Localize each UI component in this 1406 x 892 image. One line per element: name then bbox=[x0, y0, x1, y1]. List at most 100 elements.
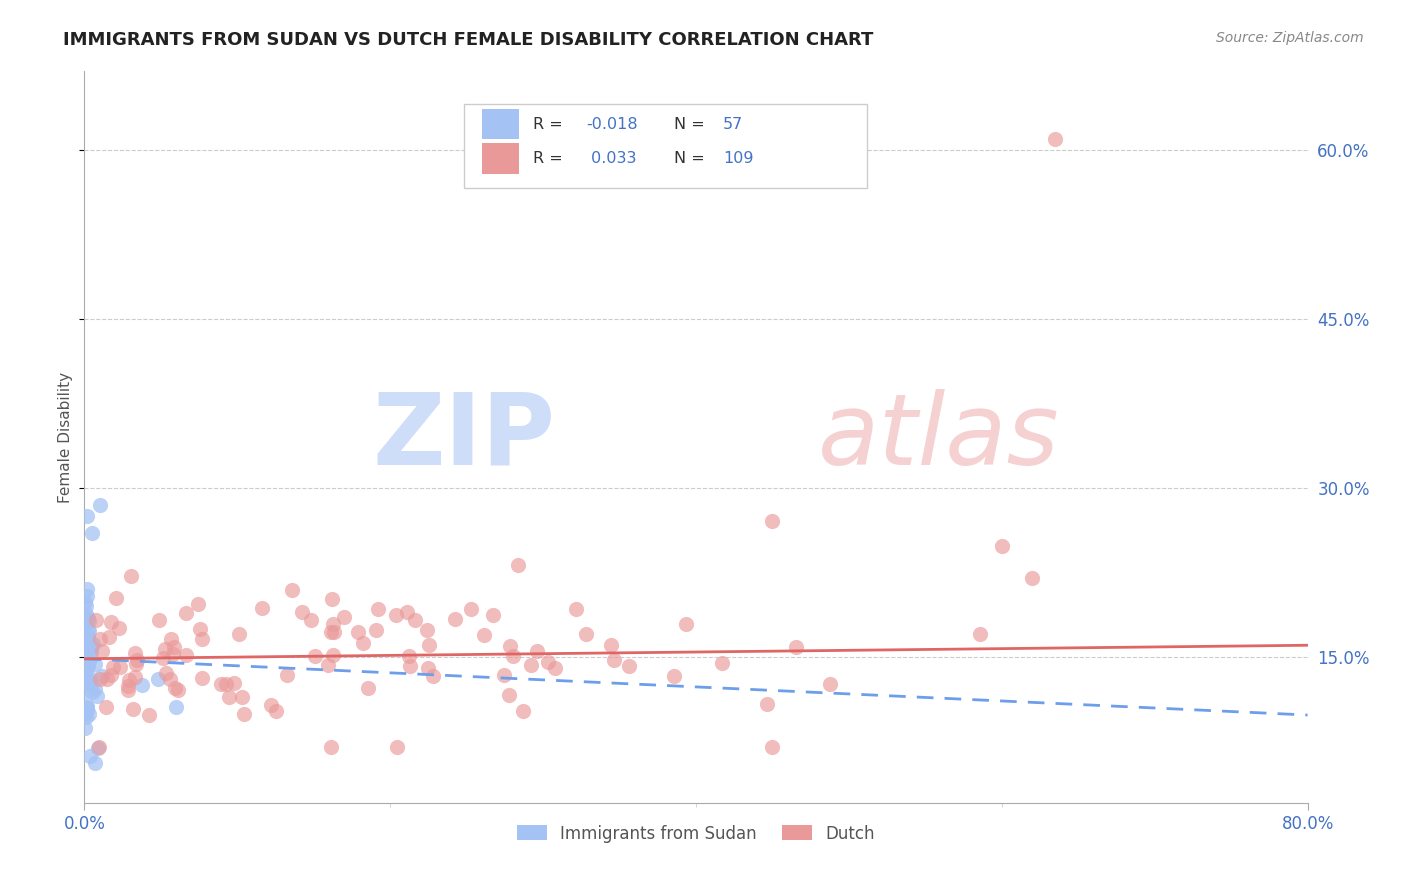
Point bbox=[260, 698, 283, 713]
Point bbox=[250, 601, 273, 615]
Point bbox=[89, 498, 111, 512]
Point bbox=[675, 617, 697, 632]
Point bbox=[619, 658, 641, 673]
Point bbox=[75, 675, 97, 690]
Point bbox=[444, 611, 467, 625]
Point bbox=[174, 648, 197, 662]
Point bbox=[603, 653, 626, 667]
Point bbox=[107, 622, 129, 636]
Point bbox=[321, 617, 343, 632]
Point bbox=[79, 749, 101, 764]
Point bbox=[96, 672, 118, 686]
Text: 0.033: 0.033 bbox=[586, 151, 637, 166]
Point bbox=[159, 673, 181, 687]
Text: 57: 57 bbox=[723, 117, 744, 131]
Point bbox=[319, 624, 342, 639]
Point bbox=[299, 613, 322, 627]
Point bbox=[384, 608, 406, 623]
Point bbox=[75, 684, 97, 698]
Point bbox=[188, 623, 211, 637]
Point bbox=[76, 582, 98, 596]
Point bbox=[991, 539, 1014, 553]
Point bbox=[80, 677, 103, 691]
Point bbox=[120, 569, 142, 583]
Point bbox=[103, 659, 125, 673]
Point bbox=[73, 675, 96, 690]
Point bbox=[543, 661, 565, 675]
Point bbox=[155, 666, 177, 681]
Point bbox=[73, 636, 96, 650]
Point bbox=[519, 657, 541, 672]
Point bbox=[710, 656, 733, 670]
Point bbox=[1045, 132, 1067, 146]
Point bbox=[163, 640, 186, 654]
Point bbox=[969, 627, 991, 641]
Point bbox=[76, 703, 98, 717]
Point bbox=[191, 632, 214, 646]
Point bbox=[333, 610, 356, 624]
Point bbox=[105, 591, 128, 606]
Point bbox=[276, 667, 298, 681]
Point bbox=[761, 739, 783, 754]
Point bbox=[405, 613, 427, 627]
Point bbox=[785, 640, 807, 654]
Point bbox=[174, 606, 197, 620]
Point bbox=[124, 670, 146, 684]
Point bbox=[75, 699, 97, 714]
Point bbox=[357, 681, 380, 695]
Point bbox=[82, 637, 104, 651]
Point bbox=[77, 707, 100, 722]
Point bbox=[90, 644, 112, 658]
Point bbox=[209, 676, 232, 690]
Text: -0.018: -0.018 bbox=[586, 117, 637, 131]
Point bbox=[191, 671, 214, 685]
Point bbox=[76, 632, 98, 646]
Point bbox=[472, 628, 495, 642]
Point bbox=[76, 632, 98, 647]
Text: Source: ZipAtlas.com: Source: ZipAtlas.com bbox=[1216, 31, 1364, 45]
Point bbox=[76, 641, 98, 656]
Point bbox=[460, 601, 482, 615]
Y-axis label: Female Disability: Female Disability bbox=[58, 371, 73, 503]
Point bbox=[422, 669, 444, 683]
Point bbox=[131, 678, 153, 692]
Point bbox=[76, 508, 98, 523]
Point bbox=[761, 515, 783, 529]
Point bbox=[75, 647, 97, 661]
Point bbox=[86, 613, 108, 627]
Point bbox=[385, 739, 408, 754]
Point bbox=[79, 614, 101, 628]
Point bbox=[564, 601, 586, 615]
Point bbox=[77, 649, 100, 664]
Point bbox=[87, 740, 110, 755]
Point bbox=[138, 707, 160, 722]
Point bbox=[218, 690, 240, 705]
FancyBboxPatch shape bbox=[464, 104, 868, 188]
Point bbox=[73, 665, 96, 680]
Point bbox=[264, 704, 287, 718]
Point bbox=[79, 640, 101, 655]
Point bbox=[125, 653, 148, 667]
Point bbox=[75, 607, 97, 621]
Point bbox=[498, 688, 520, 702]
Point bbox=[108, 660, 131, 674]
Point bbox=[574, 626, 596, 640]
Bar bbox=[482, 109, 519, 139]
Point bbox=[321, 592, 343, 607]
Point bbox=[75, 628, 97, 642]
Text: N =: N = bbox=[673, 117, 704, 131]
Point bbox=[416, 624, 439, 638]
Text: 109: 109 bbox=[723, 151, 754, 166]
Legend: Immigrants from Sudan, Dutch: Immigrants from Sudan, Dutch bbox=[510, 818, 882, 849]
Point bbox=[755, 697, 778, 711]
Point bbox=[77, 611, 100, 625]
Point bbox=[482, 607, 505, 622]
Point bbox=[316, 658, 339, 673]
Point bbox=[148, 613, 170, 627]
Point bbox=[100, 668, 122, 682]
Point bbox=[73, 595, 96, 609]
Point bbox=[162, 647, 184, 661]
Point bbox=[73, 644, 96, 658]
Point bbox=[187, 597, 209, 611]
Point bbox=[80, 645, 103, 659]
